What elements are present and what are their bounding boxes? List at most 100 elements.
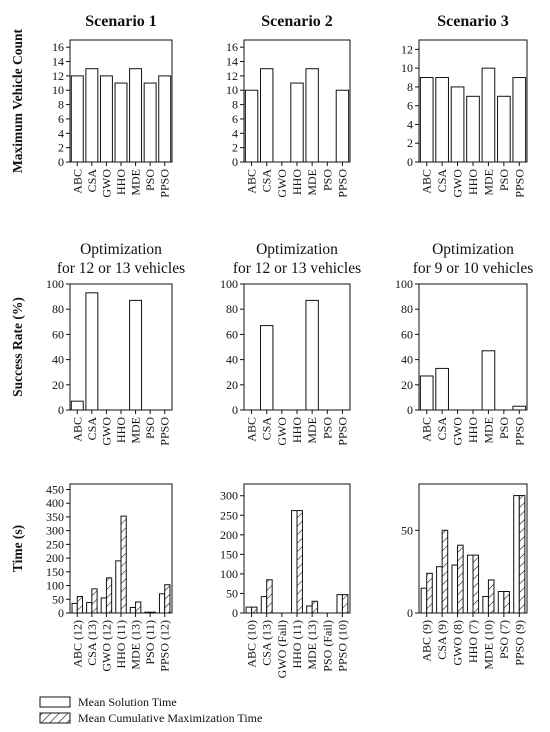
y-tick-label-p31-5: 250 [46, 537, 64, 551]
y-tick-label-p22-3: 60 [226, 327, 238, 341]
bar-cumulative-p33-0 [426, 572, 433, 614]
x-tick-label-p23-4: MDE [481, 417, 495, 444]
bar-solution-p33-1 [436, 566, 443, 614]
y-tick-label-p22-2: 40 [226, 353, 238, 367]
x-tick-label-p23-0: ABC [420, 417, 434, 442]
x-tick-label-p12-5: PSO [320, 169, 334, 191]
y-tick-label-p13-6: 12 [401, 42, 413, 56]
y-tick-label-p22-5: 100 [220, 277, 238, 291]
bar-p21-CSA [85, 292, 99, 411]
legend-label-cumulative: Mean Cumulative Maximization Time [78, 711, 262, 725]
panel-title-p12: Scenario 2 [261, 13, 333, 30]
bar-p23-PPSO [512, 405, 527, 411]
bar-p11-ABC [70, 75, 84, 163]
y-tick-label-p32-0: 0 [232, 606, 238, 620]
bar-cumulative-p32-6 [341, 594, 349, 614]
bar-solution-p32-0 [245, 606, 253, 614]
bar-p12-ABC [244, 89, 259, 163]
y-tick-label-p21-1: 20 [52, 378, 64, 392]
y-tick-label-p12-6: 12 [226, 69, 238, 83]
panel-title-p22-line1: Optimization [256, 241, 338, 258]
chart-panel-2-3: Optimization for 9 or 10 vehicles 0 20 40 60 8… [395, 241, 533, 446]
x-tick-label-p21-0: ABC [70, 417, 84, 442]
legend-swatch-solution [39, 696, 71, 708]
bar-solution-p32-4 [306, 605, 313, 614]
bar-p13-HHO [466, 95, 480, 163]
x-tick-label-p21-5: PSO [143, 417, 157, 439]
x-tick-label-p23-2: GWO [451, 417, 465, 446]
y-tick-label-p31-4: 200 [46, 551, 64, 565]
y-tick-label-p32-5: 250 [220, 508, 238, 522]
bar-cumulative-p32-1 [266, 579, 273, 614]
bar-solution-p31-2 [100, 597, 107, 614]
y-tick-label-p23-1: 20 [401, 378, 413, 392]
y-tick-label-p11-6: 12 [52, 69, 64, 83]
bar-cumulative-p31-2 [105, 577, 113, 614]
y-tick-label-p13-0: 0 [407, 155, 413, 169]
bar-cumulative-p32-4 [311, 600, 319, 614]
y-tick-label-p31-1: 50 [52, 592, 64, 606]
bar-cumulative-p31-0 [76, 596, 84, 614]
y-tick-label-p33-0: 0 [407, 606, 413, 620]
bar-solution-p31-4 [129, 607, 137, 614]
x-tick-label-p13-0: ABC [420, 169, 434, 194]
y-tick-label-p21-0: 0 [58, 403, 64, 417]
y-tick-label-p11-2: 4 [58, 126, 64, 140]
x-tick-label-p31-1: CSA (13) [85, 620, 99, 666]
bar-solution-p31-3 [115, 560, 122, 614]
x-tick-label-p13-4: MDE [481, 169, 495, 196]
x-tick-label-p31-0: ABC (12) [70, 620, 84, 668]
bar-cumulative-p32-0 [251, 606, 258, 614]
x-tick-label-p33-1: CSA (9) [435, 620, 449, 660]
x-tick-label-p32-5: PSO (Fail) [320, 620, 334, 672]
y-axis-label-p21: Success Rate (%) [10, 297, 25, 397]
bar-p11-PSO [143, 82, 157, 163]
y-tick-label-p11-4: 8 [58, 98, 64, 112]
x-tick-label-p11-4: MDE [129, 169, 143, 196]
bar-p13-ABC [419, 77, 434, 163]
x-tick-label-p13-2: GWO [451, 169, 465, 198]
x-tick-label-p23-6: PPSO [512, 417, 526, 446]
panel-title-p21-line2: for 12 or 13 vehicles [57, 260, 185, 277]
panel-title-p21-line1: Optimization [80, 241, 162, 258]
bar-cumulative-p33-5 [503, 591, 510, 614]
axes-frame-p21 [69, 283, 173, 411]
y-tick-label-p13-3: 6 [407, 99, 413, 113]
x-tick-label-p11-1: CSA [85, 169, 99, 193]
bar-p11-GWO [99, 75, 113, 163]
y-tick-label-p12-3: 6 [232, 112, 238, 126]
bar-cumulative-p31-4 [135, 601, 142, 614]
x-tick-label-p11-0: ABC [70, 169, 84, 194]
bar-p12-PPSO [335, 89, 350, 163]
x-tick-label-p22-1: CSA [260, 417, 274, 441]
y-axis-label-p11: Maximum Vehicle Count [10, 28, 25, 173]
x-tick-label-p21-2: GWO [99, 417, 113, 446]
y-tick-label-p31-9: 450 [46, 482, 64, 496]
y-tick-label-p32-6: 300 [220, 489, 238, 503]
y-tick-label-p22-4: 80 [226, 302, 238, 316]
y-tick-label-p22-0: 0 [232, 403, 238, 417]
y-tick-label-p32-4: 200 [220, 528, 238, 542]
bar-solution-p32-6 [336, 594, 343, 614]
x-tick-label-p12-3: HHO [290, 169, 304, 195]
x-tick-label-p11-6: PPSO [158, 169, 172, 198]
bar-p12-CSA [260, 68, 274, 163]
bar-solution-p31-6 [158, 593, 166, 614]
y-tick-label-p11-8: 16 [52, 40, 64, 54]
x-tick-label-p11-2: GWO [99, 169, 113, 198]
axes-frame-p23 [418, 283, 528, 411]
x-tick-label-p22-3: HHO [290, 417, 304, 443]
bar-p21-MDE [129, 299, 143, 411]
bar-solution-p31-0 [71, 602, 78, 614]
bar-p13-PSO [497, 95, 511, 163]
x-tick-label-p22-0: ABC [245, 417, 259, 442]
x-tick-label-p23-1: CSA [435, 417, 449, 441]
bar-p11-MDE [129, 68, 143, 163]
bar-p12-HHO [290, 82, 304, 163]
bar-p11-PPSO [158, 75, 172, 163]
y-tick-label-p12-0: 0 [232, 155, 238, 169]
bar-p13-MDE [481, 67, 496, 163]
